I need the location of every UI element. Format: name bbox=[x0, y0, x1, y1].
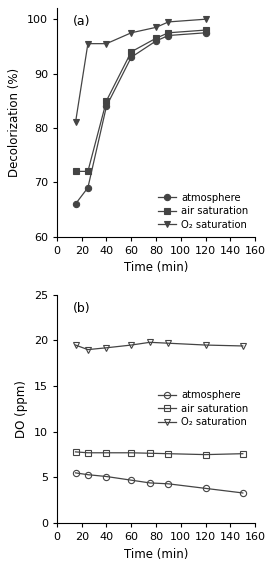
Legend: atmosphere, air saturation, O₂ saturation: atmosphere, air saturation, O₂ saturatio… bbox=[156, 191, 250, 232]
Y-axis label: Decolorization (%): Decolorization (%) bbox=[8, 68, 21, 177]
Y-axis label: DO (ppm): DO (ppm) bbox=[15, 380, 28, 438]
Text: (b): (b) bbox=[73, 302, 90, 315]
X-axis label: Time (min): Time (min) bbox=[124, 261, 188, 274]
Legend: atmosphere, air saturation, O₂ saturation: atmosphere, air saturation, O₂ saturatio… bbox=[156, 389, 250, 430]
Text: (a): (a) bbox=[73, 15, 90, 28]
X-axis label: Time (min): Time (min) bbox=[124, 548, 188, 560]
